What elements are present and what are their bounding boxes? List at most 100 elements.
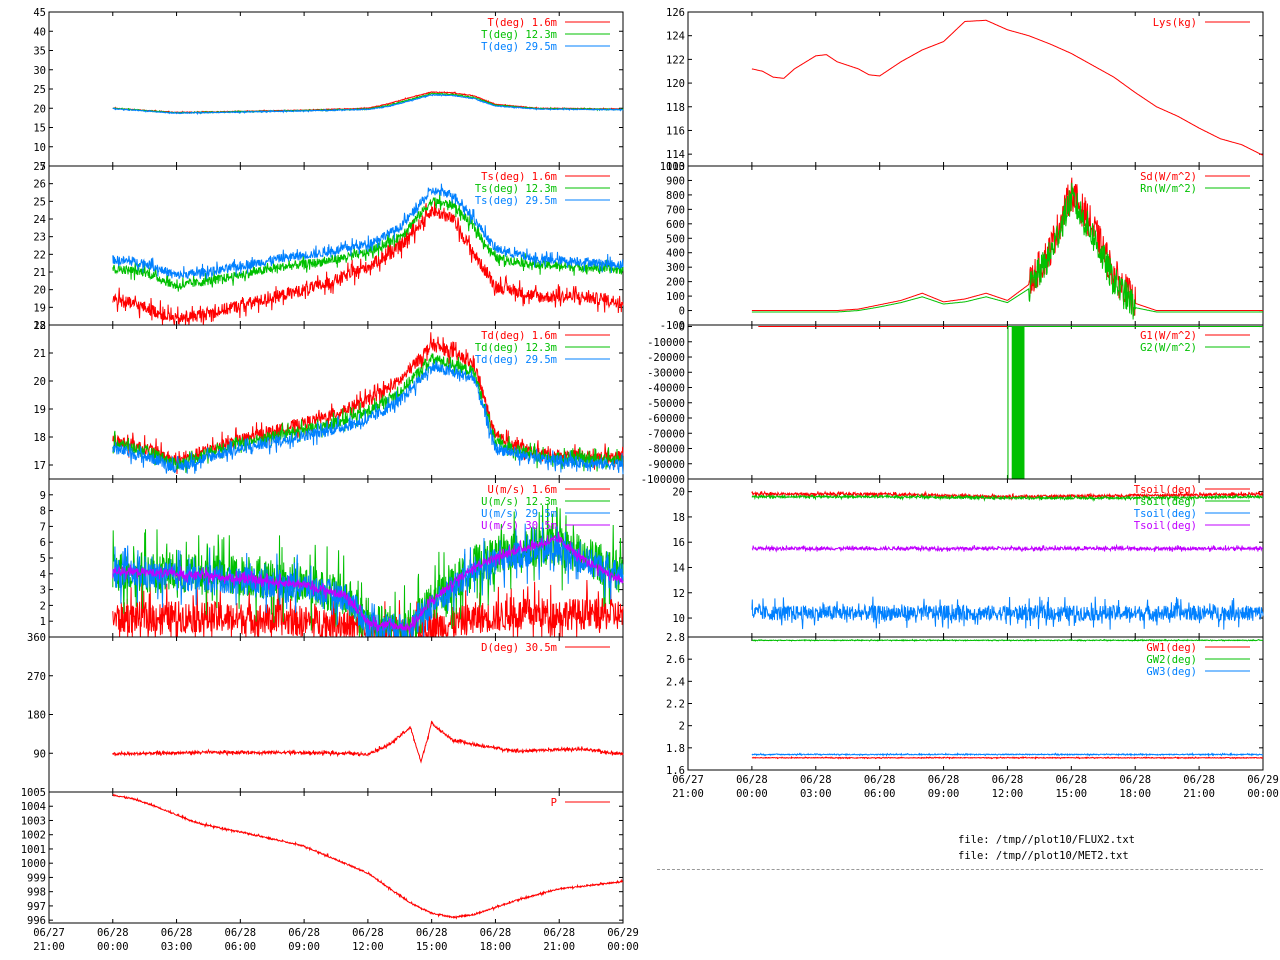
y-tick-label: 997 (27, 901, 46, 913)
legend-label: G1(W/m^2) (1140, 330, 1197, 342)
panel-pressure: 1005 1004 1003 1002 1001 1000 999 998 997 996 P (21, 787, 624, 927)
legend-label: Tsoil(deg) (1134, 496, 1197, 508)
legend-label: GW1(deg) (1146, 642, 1197, 654)
x-tick-label-time: 21:00 (33, 941, 65, 953)
legend-label: Tsoil(deg) (1134, 508, 1197, 520)
footer-file-met: file: /tmp//plot10/MET2.txt (958, 850, 1129, 862)
legend-label: D(deg) 30.5m (481, 642, 557, 654)
y-tick-label: -20000 (647, 352, 685, 364)
x-tick-label-date: 06/28 (543, 927, 575, 939)
legend-label: Td(deg) 1.6m (481, 330, 557, 342)
y-tick-label: 600 (666, 219, 685, 231)
y-tick-label: 9 (40, 490, 46, 502)
y-tick-label: 114 (666, 149, 685, 161)
x-tick-label-date: 06/28 (928, 774, 960, 786)
x-tick-label-date: 06/28 (480, 927, 512, 939)
series-line (112, 199, 624, 326)
y-tick-label: 6 (40, 537, 46, 549)
y-tick-label: 400 (666, 248, 685, 260)
x-tick-label-date: 06/28 (352, 927, 384, 939)
legend-label: T(deg) 12.3m (481, 29, 557, 41)
y-tick-label: -40000 (647, 383, 685, 395)
y-tick-label: 35 (33, 46, 46, 58)
x-tick-label-date: 06/28 (97, 927, 129, 939)
legend-label: Ts(deg) 1.6m (481, 171, 557, 183)
y-tick-label: 360 (27, 632, 46, 644)
y-tick-label: -90000 (647, 459, 685, 471)
y-tick-label: 126 (666, 7, 685, 19)
y-tick-label: 15 (33, 123, 46, 135)
legend-label: G2(W/m^2) (1140, 342, 1197, 354)
y-tick-label: 2 (40, 600, 46, 612)
series-line (112, 193, 624, 292)
series-line (112, 183, 624, 280)
x-tick-label-date: 06/28 (736, 774, 768, 786)
legend-label: Td(deg) 12.3m (475, 342, 557, 354)
x-tick-label-date: 06/28 (1183, 774, 1215, 786)
series-spike (1007, 326, 1009, 479)
y-tick-label: 122 (666, 54, 685, 66)
y-tick-label: -80000 (647, 444, 685, 456)
y-tick-label: 5 (40, 553, 46, 565)
footer-file-flux: file: /tmp//plot10/FLUX2.txt (958, 834, 1136, 846)
y-tick-label: 14 (672, 562, 685, 574)
series-line (112, 793, 624, 920)
y-tick-label: 270 (27, 671, 46, 683)
y-tick-label: 30 (33, 65, 46, 77)
x-tick-label-date: 06/28 (800, 774, 832, 786)
series-line (751, 543, 1263, 553)
y-tick-label: 16 (672, 537, 685, 549)
series-line (751, 751, 1264, 758)
y-tick-label: 116 (666, 125, 685, 137)
y-tick-label: 120 (666, 78, 685, 90)
panel-gw: 2.8 2.6 2.4 2.2 2 1.8 1.6 GW1(deg)GW2(deg)GW3(d… (666, 632, 1264, 777)
y-tick-label: 18 (33, 432, 46, 444)
y-tick-label: -100 (660, 320, 685, 332)
y-tick-label: 20 (33, 103, 46, 115)
legend-label: Ts(deg) 29.5m (475, 195, 557, 207)
legend-label: Td(deg) 29.5m (475, 354, 557, 366)
y-tick-label: 0 (679, 306, 685, 318)
series-line (112, 360, 624, 475)
y-tick-label: 1003 (21, 815, 46, 827)
y-tick-label: 20 (33, 376, 46, 388)
panel-frame (48, 636, 624, 793)
y-tick-label: 19 (33, 404, 46, 416)
y-tick-label: 0 (679, 322, 685, 334)
y-tick-label: 10 (33, 142, 46, 154)
legend-label: Tsoil(deg) (1134, 520, 1197, 532)
y-tick-label: 2.2 (666, 699, 685, 711)
panel-ground-flux: 0 -10000 -20000 -30000 -40000 -50000 -60000 -70… (641, 322, 1264, 486)
y-tick-label: 26 (33, 179, 46, 191)
series-line (751, 19, 1264, 156)
x-tick-label-time: 00:00 (1247, 788, 1279, 800)
y-tick-label: 8 (40, 506, 46, 518)
y-tick-label: 1004 (21, 801, 46, 813)
y-tick-label: 20 (33, 285, 46, 297)
x-tick-label-time: 03:00 (161, 941, 193, 953)
y-tick-label: 118 (666, 102, 685, 114)
x-tick-label-date: 06/29 (607, 927, 639, 939)
y-tick-label: 1002 (21, 830, 46, 842)
y-tick-label: -100000 (641, 474, 685, 486)
x-tick-label-time: 03:00 (800, 788, 832, 800)
y-tick-label: 22 (33, 320, 46, 332)
y-tick-label: 90 (33, 748, 46, 760)
panel-soil-temp: 201816141210Tsoil(deg)Tsoil(deg)Tsoil(de… (672, 478, 1264, 638)
y-tick-label: 22 (33, 249, 46, 261)
y-tick-label: 2.8 (666, 632, 685, 644)
y-tick-label: 1005 (21, 787, 46, 799)
y-tick-label: 21 (33, 348, 46, 360)
panel-wind-dir: 360 270 180 90 D(deg) 30.5m (27, 632, 624, 793)
y-tick-label: 124 (666, 31, 685, 43)
series-line (751, 492, 1263, 503)
y-tick-label: 1.8 (666, 743, 685, 755)
x-tick-label-date: 06/28 (992, 774, 1024, 786)
y-tick-label: 996 (27, 915, 46, 927)
series-line (751, 755, 1264, 760)
legend-label: U(m/s) 30.5m (481, 520, 557, 532)
y-tick-label: 7 (40, 521, 46, 533)
